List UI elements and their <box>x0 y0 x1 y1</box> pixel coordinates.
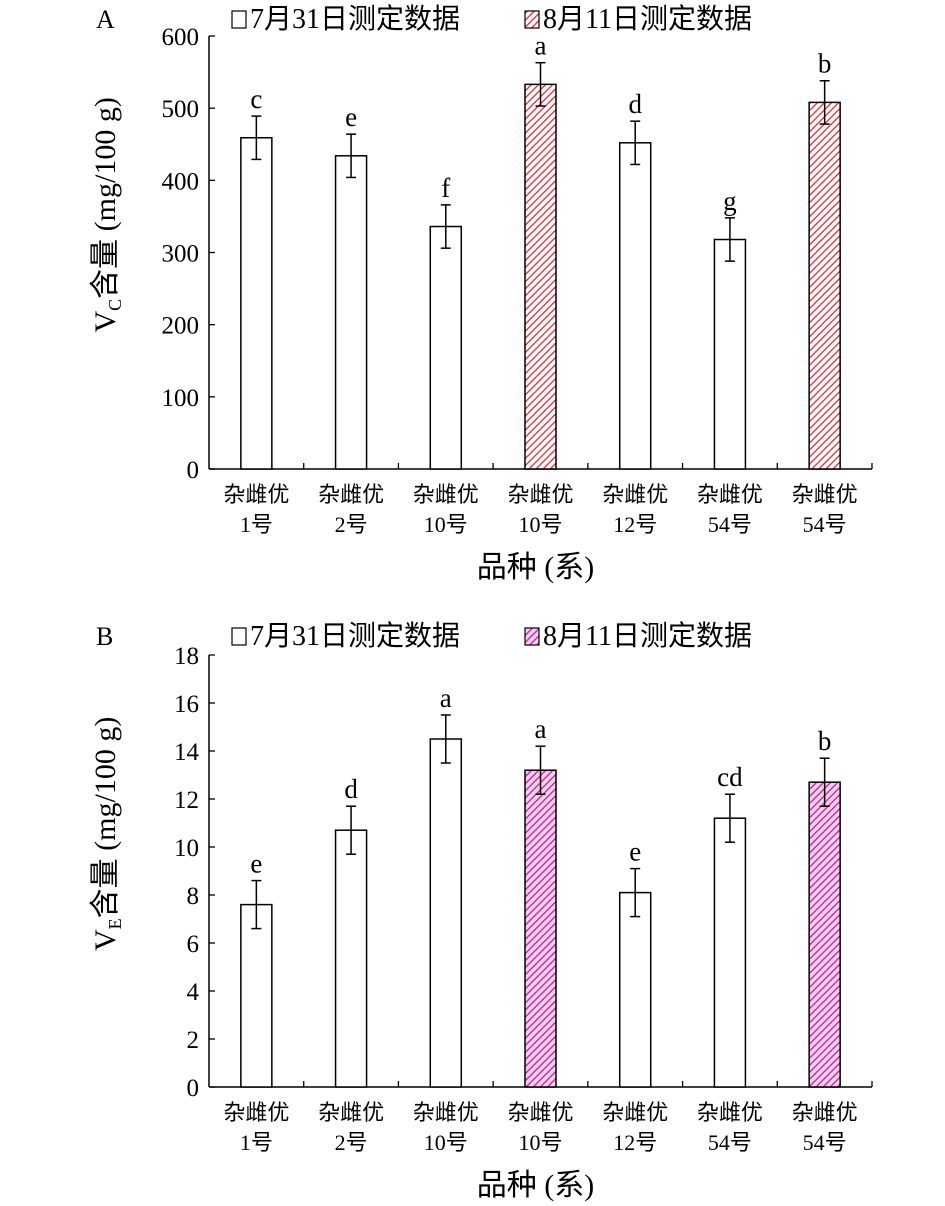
bar <box>808 101 841 470</box>
legend-swatch-1 <box>524 10 540 29</box>
significance-letter: e <box>345 102 357 132</box>
y-tick-label: 16 <box>174 691 199 718</box>
legend-label-1: 8月11日测定数据 <box>543 620 752 652</box>
y-tick-label: 100 <box>162 385 200 412</box>
x-tick-label-line1: 杂雌优 <box>602 1100 668 1125</box>
bar <box>240 137 273 470</box>
bar <box>524 769 557 1088</box>
bar <box>618 142 652 470</box>
y-tick-label: 300 <box>162 241 200 268</box>
x-tick-label-line1: 杂雌优 <box>792 482 858 507</box>
x-tick-label-line2: 10号 <box>518 512 562 537</box>
chart-panel-b: B 7月31日测定数据 8月11日测定数据 0 2 4 6 8 10 12 14 16 18 VE含量 (… <box>89 620 873 1202</box>
panel-label: B <box>96 622 113 651</box>
x-tick-label-line2: 2号 <box>335 512 368 537</box>
x-tick-label-line2: 54号 <box>803 512 847 537</box>
bar <box>618 891 652 1088</box>
significance-letter: a <box>535 31 547 61</box>
x-tick-label-line2: 10号 <box>424 512 468 537</box>
significance-letter: f <box>441 173 450 203</box>
x-tick-label-line2: 54号 <box>708 1130 752 1155</box>
bar <box>334 155 368 470</box>
x-tick-label-line1: 杂雌优 <box>602 482 668 507</box>
y-axis-label-rest: 含量 (mg/100 g) <box>89 717 122 919</box>
legend: 7月31日测定数据 8月11日测定数据 <box>231 3 752 35</box>
y-tick-label: 600 <box>162 24 200 51</box>
bar <box>429 225 463 470</box>
x-tick-label-line2: 1号 <box>240 1130 273 1155</box>
significance-letter: a <box>535 714 547 744</box>
bar <box>240 903 273 1088</box>
y-tick-label: 500 <box>162 96 200 123</box>
y-axis-label-sub: C <box>105 299 125 311</box>
y-tick-label: 200 <box>162 313 200 340</box>
significance-letter: e <box>629 837 641 867</box>
x-axis-label: 品种 (系) <box>477 1169 594 1202</box>
x-tick-label-line1: 杂雌优 <box>507 482 573 507</box>
x-tick-label-line1: 杂雌优 <box>697 1100 763 1125</box>
y-tick-label: 0 <box>187 1075 200 1102</box>
legend-label-1: 8月11日测定数据 <box>543 3 752 35</box>
x-tick-label-line1: 杂雌优 <box>318 1100 384 1125</box>
significance-letter: b <box>818 726 832 756</box>
x-tick-label-line2: 10号 <box>424 1130 468 1155</box>
x-tick-label-line1: 杂雌优 <box>413 1100 479 1125</box>
x-tick-label-line2: 12号 <box>613 1130 657 1155</box>
bar <box>524 83 557 470</box>
x-tick-label-line2: 54号 <box>708 512 752 537</box>
y-tick-label: 18 <box>174 643 199 670</box>
significance-letter: c <box>250 84 262 114</box>
x-tick-label-line1: 杂雌优 <box>223 482 289 507</box>
x-tick-label-line1: 杂雌优 <box>792 1100 858 1125</box>
legend-swatch-0 <box>231 627 247 646</box>
y-axis-label-rest: 含量 (mg/100 g) <box>89 97 122 299</box>
y-tick-label: 4 <box>187 979 200 1006</box>
x-tick-label-line2: 2号 <box>335 1130 368 1155</box>
x-tick-label-line1: 杂雌优 <box>507 1100 573 1125</box>
y-tick-label: 6 <box>187 931 200 958</box>
significance-letter: cd <box>717 762 743 792</box>
x-tick-label-line1: 杂雌优 <box>223 1100 289 1125</box>
bar <box>713 238 747 470</box>
x-tick-label-line2: 12号 <box>613 512 657 537</box>
bar <box>429 738 463 1088</box>
legend: 7月31日测定数据 8月11日测定数据 <box>231 620 752 652</box>
y-tick-label: 0 <box>187 457 200 484</box>
y-axis-label-main: V <box>89 311 122 333</box>
x-tick-label-line1: 杂雌优 <box>697 482 763 507</box>
y-tick-label: 8 <box>187 883 200 910</box>
significance-letter: a <box>440 683 452 713</box>
y-tick-label: 14 <box>174 739 200 766</box>
legend-label-0: 7月31日测定数据 <box>250 620 460 652</box>
y-tick-label: 10 <box>174 835 199 862</box>
y-axis-label: VC含量 (mg/100 g) <box>89 97 125 332</box>
y-tick-label: 2 <box>187 1027 200 1054</box>
panel-label: A <box>96 5 115 34</box>
x-tick-label-line1: 杂雌优 <box>413 482 479 507</box>
significance-letter: g <box>723 186 737 216</box>
legend-swatch-1 <box>524 627 540 646</box>
x-tick-label-line2: 10号 <box>518 1130 562 1155</box>
x-axis-label: 品种 (系) <box>477 551 594 584</box>
legend-swatch-0 <box>231 10 247 29</box>
y-axis-label-main: V <box>89 929 122 951</box>
chart-panel-a: A 7月31日测定数据 8月11日测定数据 0 100 200 300 400 500 600 VC… <box>89 3 873 584</box>
legend-label-0: 7月31日测定数据 <box>250 3 460 35</box>
y-axis-label-sub: E <box>105 918 125 929</box>
significance-letter: d <box>344 774 358 804</box>
bar <box>334 829 368 1088</box>
y-tick-label: 400 <box>162 168 200 195</box>
x-tick-label-line2: 54号 <box>803 1130 847 1155</box>
x-tick-label-line2: 1号 <box>240 512 273 537</box>
y-tick-label: 12 <box>174 787 199 814</box>
bar <box>713 817 747 1088</box>
significance-letter: d <box>628 89 642 119</box>
significance-letter: b <box>818 49 832 79</box>
x-tick-label-line1: 杂雌优 <box>318 482 384 507</box>
bar <box>808 781 841 1088</box>
y-axis-label: VE含量 (mg/100 g) <box>89 717 125 951</box>
significance-letter: e <box>250 849 262 879</box>
